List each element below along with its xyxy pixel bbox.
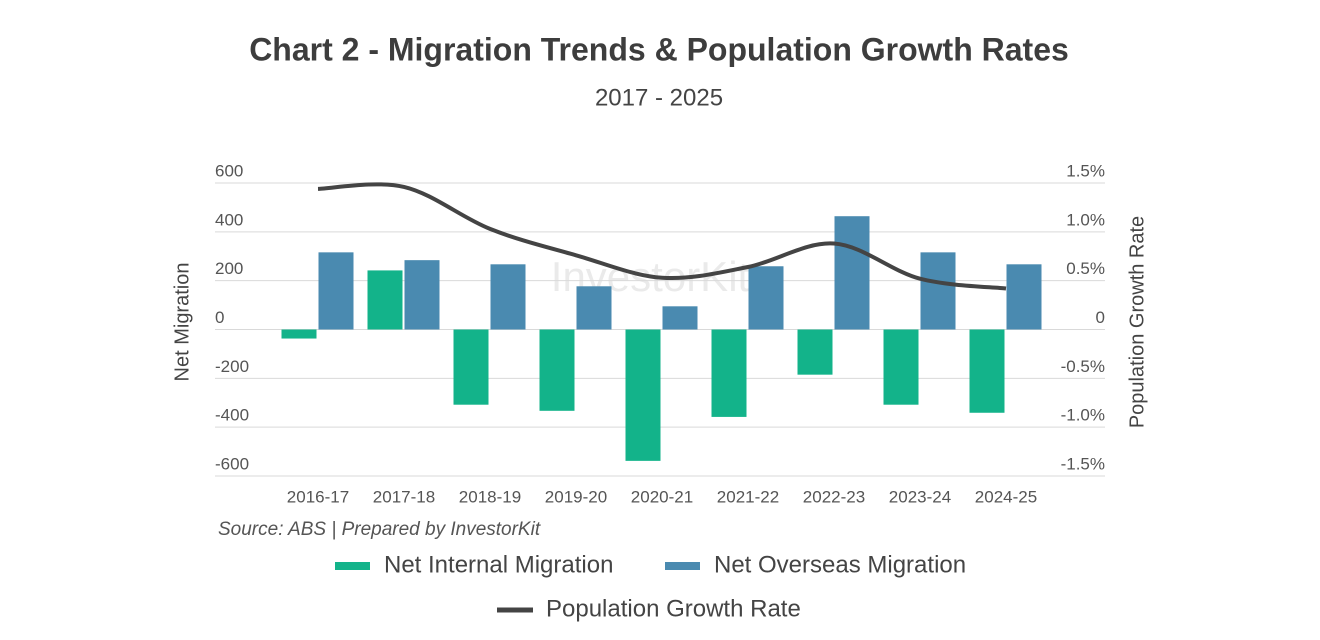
x-tick-label: 2018-19: [459, 487, 521, 506]
y-tick-label: -400: [215, 406, 249, 425]
x-tick-label: 2016-17: [287, 487, 349, 506]
bar: [748, 266, 784, 330]
y2-tick-label: 1.5%: [1066, 161, 1105, 180]
line: [317, 182, 1007, 291]
chart-title: Chart 2 - Migration Trends & Population …: [249, 31, 1069, 67]
y2-tick-label: 0: [1096, 308, 1105, 327]
y2-tick-label: 1.0%: [1066, 210, 1105, 229]
bar: [711, 329, 747, 417]
legend-swatch: [335, 562, 370, 570]
x-tick-label: 2019-20: [545, 487, 607, 506]
x-tick-label: 2017-18: [373, 487, 435, 506]
y2-tick-label: -1.0%: [1061, 406, 1105, 425]
x-tick-label: 2024-25: [975, 487, 1037, 506]
x-tick-label: 2022-23: [803, 487, 865, 506]
bar: [662, 306, 698, 330]
bar: [625, 329, 661, 461]
bar: [318, 252, 354, 330]
legend-swatch: [665, 562, 700, 570]
bar: [969, 329, 1005, 413]
bar: [404, 260, 440, 330]
bar: [834, 216, 870, 330]
x-tick-label: 2020-21: [631, 487, 693, 506]
bar: [539, 329, 575, 411]
y-axis-title: Net Migration: [171, 263, 193, 382]
bar: [576, 286, 612, 330]
bar: [883, 329, 919, 405]
legend-label: Net Internal Migration: [384, 551, 613, 578]
y-tick-label: -200: [215, 357, 249, 376]
legend-label: Population Growth Rate: [546, 595, 801, 622]
chart-subtitle: 2017 - 2025: [595, 84, 723, 111]
legend-label: Net Overseas Migration: [714, 551, 966, 578]
source-note: Source: ABS | Prepared by InvestorKit: [218, 519, 541, 540]
bar: [367, 270, 403, 330]
y-tick-label: 0: [215, 308, 224, 327]
y2-tick-label: -0.5%: [1061, 357, 1105, 376]
y2-tick-label: -1.5%: [1061, 454, 1105, 473]
bar: [920, 252, 956, 330]
bar: [797, 329, 833, 375]
x-tick-label: 2021-22: [717, 487, 779, 506]
bar: [490, 264, 526, 330]
x-tick-label: 2023-24: [889, 487, 951, 506]
bar: [453, 329, 489, 405]
y-tick-label: 400: [215, 210, 243, 229]
y-tick-label: 200: [215, 259, 243, 278]
bar: [1006, 264, 1042, 330]
y-tick-label: -600: [215, 454, 249, 473]
y2-axis-title: Population Growth Rate: [1126, 216, 1148, 428]
y-tick-label: 600: [215, 161, 243, 180]
bar: [281, 329, 317, 339]
y2-tick-label: 0.5%: [1066, 259, 1105, 278]
